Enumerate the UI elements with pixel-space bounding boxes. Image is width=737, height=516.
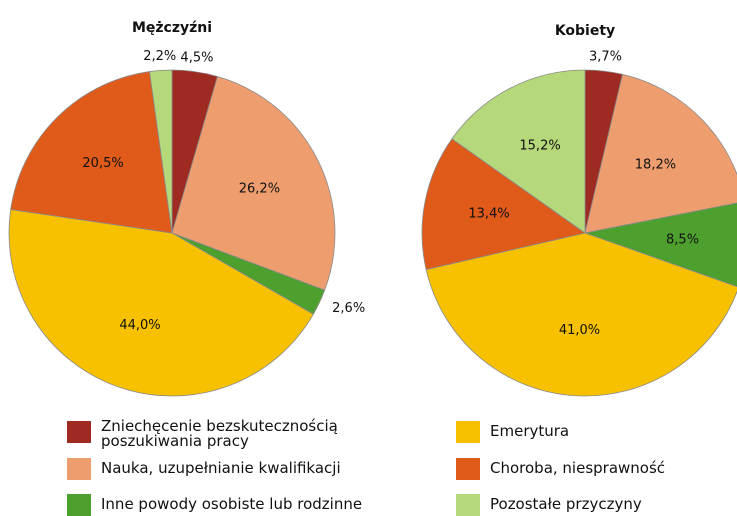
chart-title: Kobiety (555, 23, 615, 39)
legend-item: Emerytura (456, 421, 730, 443)
slice-label: 26,2% (239, 182, 280, 197)
legend-label: Pozostałe przyczyny (490, 495, 642, 513)
slice-label: 15,2% (519, 139, 560, 154)
pie-slice (10, 71, 173, 234)
slice-label: 44,0% (119, 318, 160, 333)
legend-label: Choroba, niesprawność (490, 459, 666, 477)
slice-label: 41,0% (559, 323, 600, 338)
legend-item: Pozostałe przyczyny (456, 494, 730, 516)
pie-slice (425, 232, 737, 397)
legend-swatch (456, 458, 480, 480)
legend-item: Inne powody osobiste lub rodzinne (67, 494, 391, 516)
slice-label: 3,7% (589, 50, 622, 65)
legend-swatch (456, 421, 480, 443)
legend-item: Zniechęcenie bezskutecznością poszukiwan… (67, 417, 381, 450)
pie-slice (584, 73, 737, 234)
pie-slice (149, 69, 173, 234)
slice-label: 8,5% (666, 233, 699, 248)
pie-slice (583, 202, 737, 288)
legend-label: Inne powody osobiste lub rodzinne (101, 495, 363, 513)
legend-swatch (67, 494, 91, 516)
slice-label: 20,5% (82, 156, 123, 171)
pie-slice (171, 75, 336, 291)
pie-slice (8, 209, 314, 397)
legend-label: Nauka, uzupełnianie kwalifikacji (101, 459, 341, 477)
legend-swatch (67, 458, 91, 480)
slice-label: 4,5% (180, 50, 213, 65)
chart-title: Mężczyźni (132, 20, 212, 36)
legend-item: Nauka, uzupełnianie kwalifikacji (67, 458, 391, 480)
pie-slice (421, 138, 586, 271)
slice-label: 2,2% (143, 49, 176, 64)
slice-label: 2,6% (332, 301, 365, 316)
slice-label: 13,4% (468, 207, 509, 222)
legend-label: Zniechęcenie bezskutecznością poszukiwan… (101, 417, 338, 450)
pie-slice (451, 69, 586, 234)
legend-swatch (456, 494, 480, 516)
legend-item: Choroba, niesprawność (456, 458, 730, 480)
slice-label: 18,2% (635, 158, 676, 173)
legend-label: Emerytura (490, 422, 570, 440)
legend-swatch (67, 421, 91, 443)
